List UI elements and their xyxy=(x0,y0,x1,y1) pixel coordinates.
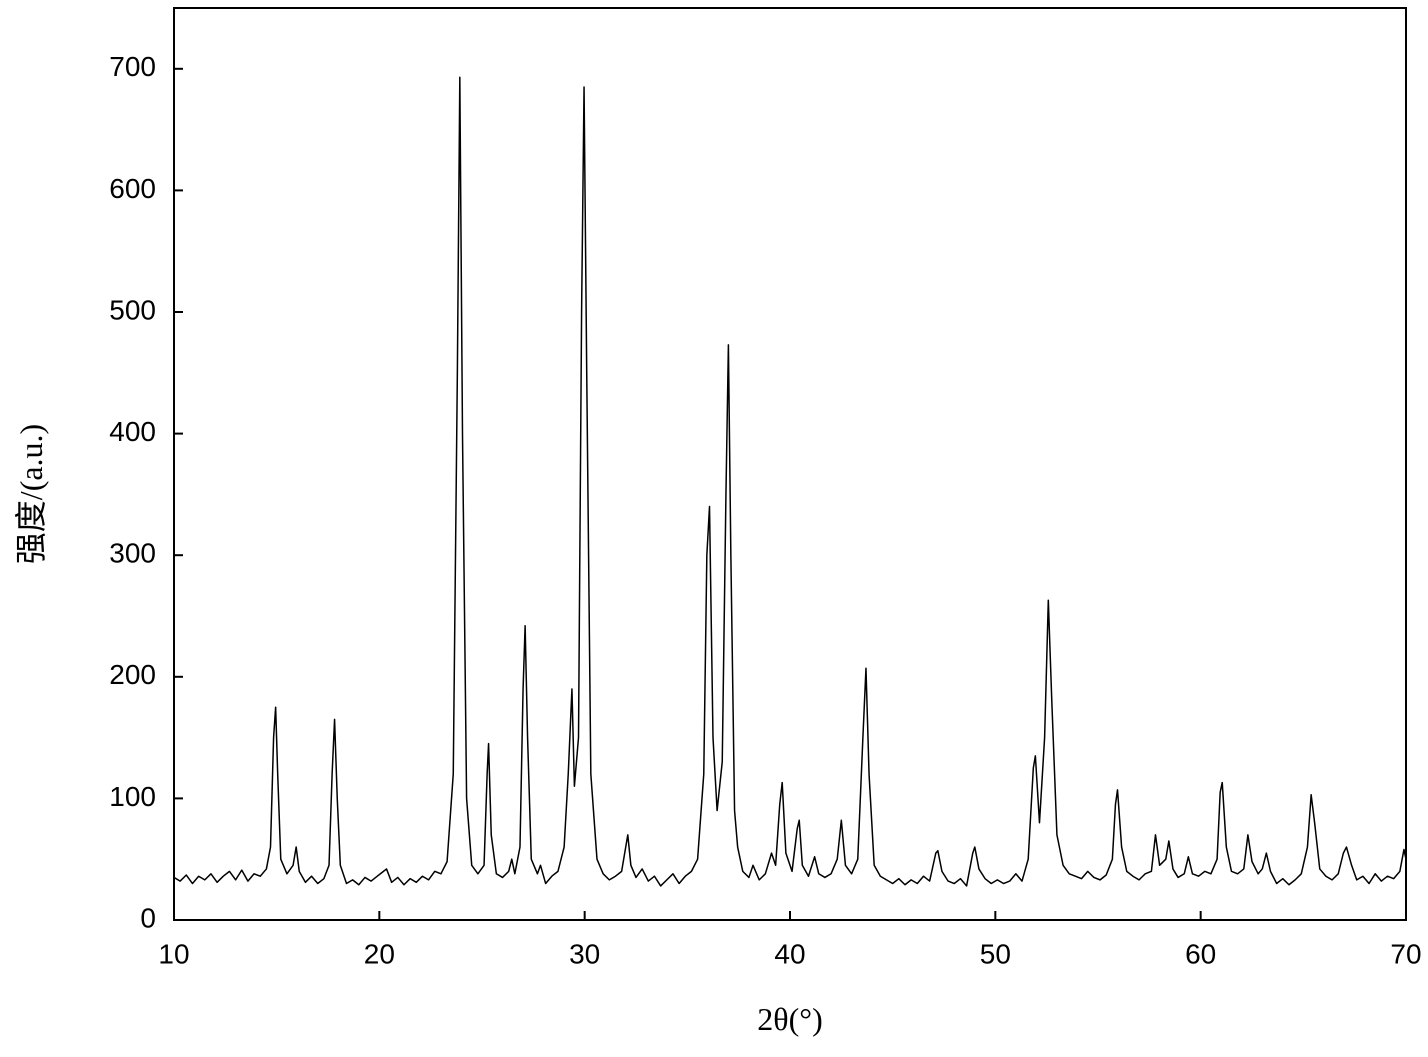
y-tick-label: 0 xyxy=(140,902,156,933)
y-tick-label: 400 xyxy=(109,416,156,447)
page: {"chart_data": {"type": "line", "x_label… xyxy=(0,0,1428,1057)
y-tick-label: 300 xyxy=(109,538,156,569)
x-tick-label: 50 xyxy=(980,938,1011,969)
chart: 2θ(°) 强度/(a.u.) 0 100 200 300 400 500 600 700 10… xyxy=(0,0,1428,1052)
y-tick-label: 500 xyxy=(109,294,156,325)
y-tick-label: 200 xyxy=(109,659,156,690)
x-tick-label: 40 xyxy=(774,938,805,969)
y-tick-label: 100 xyxy=(109,781,156,812)
plot-frame xyxy=(174,8,1406,920)
x-tick-label: 20 xyxy=(364,938,395,969)
x-tick-label: 10 xyxy=(158,938,189,969)
x-tick-label: 70 xyxy=(1390,938,1421,969)
y-tick-label: 600 xyxy=(109,173,156,204)
x-tick-label: 60 xyxy=(1185,938,1216,969)
y-axis-title: 强度/(a.u.) xyxy=(13,424,49,564)
xrd-line xyxy=(174,77,1406,886)
x-axis-title: 2θ(°) xyxy=(757,1001,822,1037)
x-tick-label: 30 xyxy=(569,938,600,969)
y-tick-label: 700 xyxy=(109,51,156,82)
